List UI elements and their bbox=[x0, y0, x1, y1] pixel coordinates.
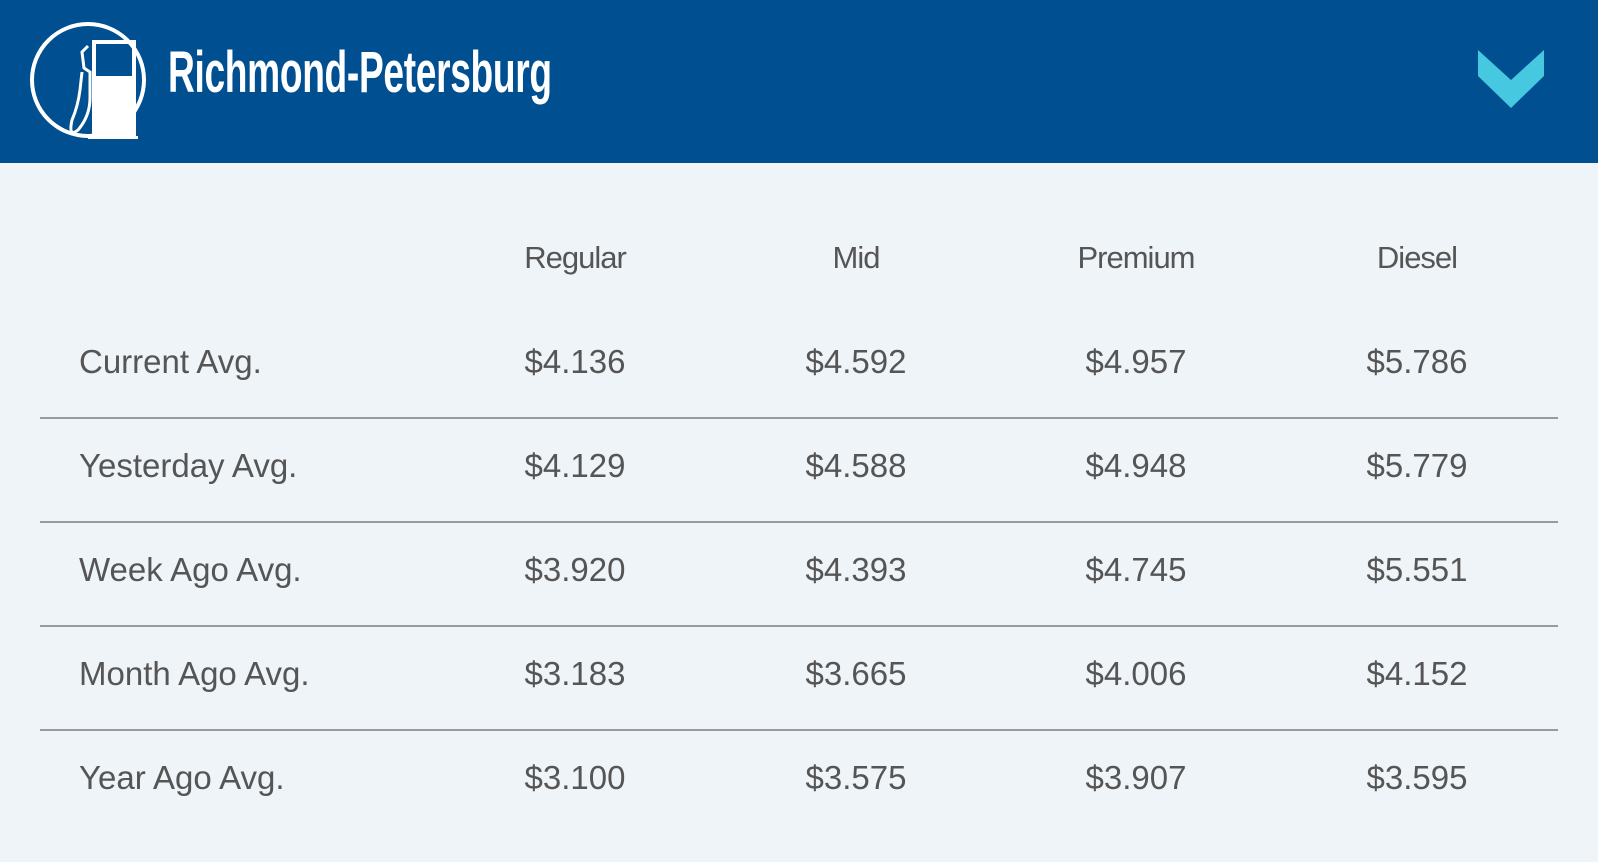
page-title: Richmond-Petersburg bbox=[168, 40, 552, 105]
price-mid: $4.588 bbox=[805, 447, 907, 484]
row-divider bbox=[40, 417, 1558, 419]
price-regular: $4.129 bbox=[524, 447, 626, 484]
price-diesel: $4.152 bbox=[1366, 655, 1468, 692]
price-diesel: $5.551 bbox=[1366, 551, 1468, 588]
price-premium: $4.745 bbox=[1085, 551, 1187, 588]
row-label: Month Ago Avg. bbox=[79, 655, 310, 692]
price-diesel: $3.595 bbox=[1366, 759, 1468, 796]
price-premium: $4.957 bbox=[1085, 343, 1187, 380]
price-regular: $3.100 bbox=[524, 759, 626, 796]
price-diesel: $5.786 bbox=[1366, 343, 1468, 380]
column-header-premium: Premium bbox=[1077, 240, 1195, 275]
price-regular: $3.183 bbox=[524, 655, 626, 692]
column-header-regular: Regular bbox=[524, 240, 627, 275]
row-label: Yesterday Avg. bbox=[79, 447, 298, 484]
price-premium: $4.006 bbox=[1085, 655, 1187, 692]
column-header-diesel: Diesel bbox=[1376, 240, 1458, 275]
price-regular: $3.920 bbox=[524, 551, 626, 588]
price-mid: $3.665 bbox=[805, 655, 907, 692]
price-premium: $4.948 bbox=[1085, 447, 1187, 484]
row-label: Current Avg. bbox=[79, 343, 262, 380]
row-label: Year Ago Avg. bbox=[79, 759, 285, 796]
gas-pump-icon bbox=[30, 22, 146, 139]
region-header[interactable]: Richmond-Petersburg bbox=[0, 0, 1598, 163]
row-divider bbox=[40, 521, 1558, 523]
price-mid: $4.592 bbox=[805, 343, 907, 380]
price-mid: $3.575 bbox=[805, 759, 907, 796]
row-divider bbox=[40, 729, 1558, 731]
column-header-mid: Mid bbox=[832, 240, 881, 275]
price-regular: $4.136 bbox=[524, 343, 626, 380]
price-mid: $4.393 bbox=[805, 551, 907, 588]
row-label: Week Ago Avg. bbox=[79, 551, 302, 588]
price-premium: $3.907 bbox=[1085, 759, 1187, 796]
chevron-down-icon[interactable] bbox=[1478, 48, 1544, 110]
row-divider bbox=[40, 625, 1558, 627]
price-diesel: $5.779 bbox=[1366, 447, 1468, 484]
